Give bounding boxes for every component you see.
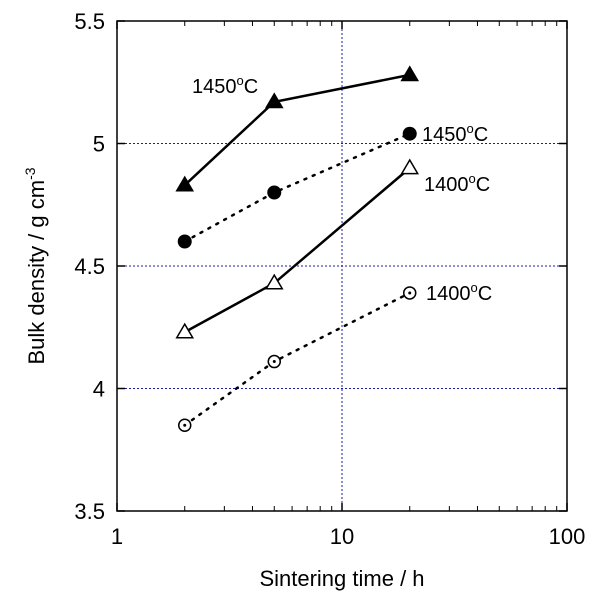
ticks: 3.5 4 4.5 5 5.5 1 10 100 — [74, 9, 585, 549]
series-label-1450-triangle-sup: o — [237, 73, 244, 88]
x-tick-label: 100 — [549, 524, 586, 549]
y-axis-label-main: Bulk density / g cm — [24, 180, 49, 365]
y-tick-label: 4.5 — [74, 254, 105, 279]
y-axis-label-sup: -3 — [22, 167, 38, 180]
series-1 — [177, 126, 417, 249]
series-label-1450-circle-main: 1450 — [422, 124, 467, 146]
series-label-1400-triangle: 1400oC — [424, 171, 490, 196]
x-tick-label: 1 — [111, 524, 123, 549]
series-label-1450-triangle: 1450oC — [192, 73, 258, 98]
series-label-1450-circle: 1450oC — [422, 121, 488, 146]
x-tick-label: 10 — [330, 524, 354, 549]
series-line — [183, 132, 411, 243]
labels: Sintering time / h Bulk density / g cm-3 — [22, 167, 425, 591]
series-label-1450-triangle-unit: C — [244, 76, 258, 98]
y-tick-label: 5.5 — [74, 9, 105, 34]
series-layer — [175, 65, 420, 432]
series-label-1400-circle: 1400oC — [426, 280, 492, 305]
data-point-triangle — [400, 65, 420, 82]
series-label-1400-triangle-sup: o — [469, 171, 476, 186]
series-labels: 1450oC 1450oC 1400oC 1400oC — [192, 73, 492, 305]
data-point-triangle — [175, 322, 195, 339]
series-label-1400-circle-main: 1400 — [426, 283, 471, 305]
y-tick-label: 5 — [93, 132, 105, 157]
series-label-1450-circle-unit: C — [474, 124, 488, 146]
data-point-circle — [177, 234, 192, 249]
data-point-triangle — [264, 92, 284, 109]
series-label-1400-triangle-main: 1400 — [424, 174, 469, 196]
x-axis-label: Sintering time / h — [259, 566, 424, 591]
data-point-circle — [402, 126, 417, 141]
series-label-1450-circle-sup: o — [467, 121, 474, 136]
data-point-open-circle-dot — [183, 423, 187, 427]
data-point-open-circle-dot — [408, 291, 412, 295]
series-label-1450-triangle-main: 1450 — [192, 76, 237, 98]
series-2 — [175, 158, 420, 339]
series-label-1400-circle-unit: C — [478, 283, 492, 305]
series-label-1400-triangle-unit: C — [476, 174, 490, 196]
series-label-1400-circle-sup: o — [471, 280, 478, 295]
data-point-triangle — [264, 273, 284, 290]
grid — [117, 21, 567, 511]
series-3 — [177, 286, 417, 432]
series-line — [184, 167, 411, 334]
series-0 — [175, 65, 420, 192]
data-point-triangle — [175, 175, 195, 192]
y-tick-label: 3.5 — [74, 499, 105, 524]
data-point-triangle — [400, 158, 420, 175]
y-axis-label: Bulk density / g cm-3 — [22, 167, 49, 364]
data-point-circle — [267, 185, 282, 200]
y-tick-label: 4 — [93, 377, 105, 402]
data-point-open-circle-dot — [272, 360, 276, 364]
